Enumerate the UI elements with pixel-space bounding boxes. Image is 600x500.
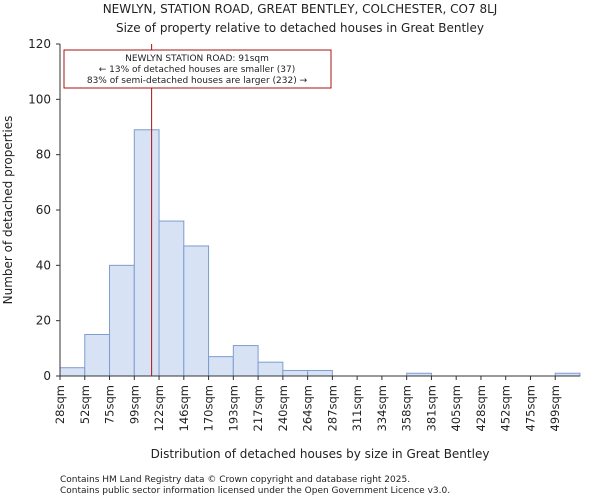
- bar-193sqm: [232, 345, 259, 377]
- x-tick-label-146sqm: 146sqm: [177, 385, 191, 431]
- y-tick-label: 100: [28, 92, 51, 106]
- bar-52sqm: [84, 334, 111, 377]
- x-tick-label-264sqm: 264sqm: [301, 385, 315, 431]
- bar-28sqm: [59, 367, 86, 377]
- annotation-line-1: NEWLYN STATION ROAD: 91sqm: [125, 54, 269, 64]
- y-tick-label: 80: [36, 148, 51, 162]
- annotation-line-2: ← 13% of detached houses are smaller (37…: [99, 65, 296, 75]
- y-tick-label: 0: [43, 369, 51, 383]
- x-tick-label-28sqm: 28sqm: [53, 385, 67, 424]
- bar-170sqm: [208, 356, 234, 377]
- x-tick-label-193sqm: 193sqm: [226, 385, 240, 431]
- x-tick-label-499sqm: 499sqm: [548, 385, 562, 431]
- bars-group: [59, 129, 581, 377]
- x-tick-label-52sqm: 52sqm: [78, 385, 92, 424]
- annotation-line-3: 83% of semi-detached houses are larger (…: [87, 76, 308, 86]
- x-axis-label: Distribution of detached houses by size …: [151, 447, 490, 461]
- x-tick-label-240sqm: 240sqm: [276, 385, 290, 431]
- annotation-box-border: [63, 49, 332, 89]
- bar-146sqm: [183, 245, 210, 377]
- annotation-box: NEWLYN STATION ROAD: 91sqm ← 13% of deta…: [63, 49, 332, 89]
- x-tick-label-334sqm: 334sqm: [375, 385, 389, 431]
- footer-line-1: Contains HM Land Registry data © Crown c…: [60, 475, 410, 485]
- y-axis-label: Number of detached properties: [1, 116, 15, 305]
- x-tick-label-122sqm: 122sqm: [152, 385, 166, 431]
- x-tick-label-475sqm: 475sqm: [523, 385, 537, 431]
- chart-subtitle: Size of property relative to detached ho…: [116, 21, 484, 35]
- x-tick-label-358sqm: 358sqm: [400, 385, 414, 431]
- chart-title: NEWLYN, STATION ROAD, GREAT BENTLEY, COL…: [103, 2, 498, 16]
- bar-122sqm: [158, 220, 185, 377]
- bar-75sqm: [109, 264, 135, 377]
- x-tick-label-217sqm: 217sqm: [251, 385, 265, 431]
- y-tick-label: 20: [36, 314, 51, 328]
- y-ticks-group: 0 20 40 60 80 100 120: [28, 37, 60, 383]
- x-tick-label-452sqm: 452sqm: [499, 385, 513, 431]
- x-tick-label-75sqm: 75sqm: [103, 385, 117, 424]
- x-tick-label-99sqm: 99sqm: [127, 385, 141, 424]
- x-tick-label-287sqm: 287sqm: [325, 385, 339, 431]
- x-tick-label-170sqm: 170sqm: [202, 385, 216, 431]
- x-tick-label-405sqm: 405sqm: [449, 385, 463, 431]
- x-ticks-group: 28sqm 52sqm 75sqm 99sqm 122sqm 146sqm 170sqm 19…: [53, 376, 562, 431]
- y-tick-label: 40: [36, 258, 51, 272]
- x-tick-label-428sqm: 428sqm: [474, 385, 488, 431]
- bar-217sqm: [257, 361, 284, 377]
- bar-240sqm: [282, 369, 309, 377]
- y-tick-label: 60: [36, 203, 51, 217]
- bar-99sqm: [133, 129, 160, 377]
- y-tick-label: 120: [28, 37, 51, 51]
- footer-line-2: Contains public sector information licen…: [60, 486, 450, 496]
- x-tick-label-381sqm: 381sqm: [424, 385, 438, 431]
- bar-264sqm: [307, 369, 333, 377]
- x-tick-label-311sqm: 311sqm: [350, 385, 364, 431]
